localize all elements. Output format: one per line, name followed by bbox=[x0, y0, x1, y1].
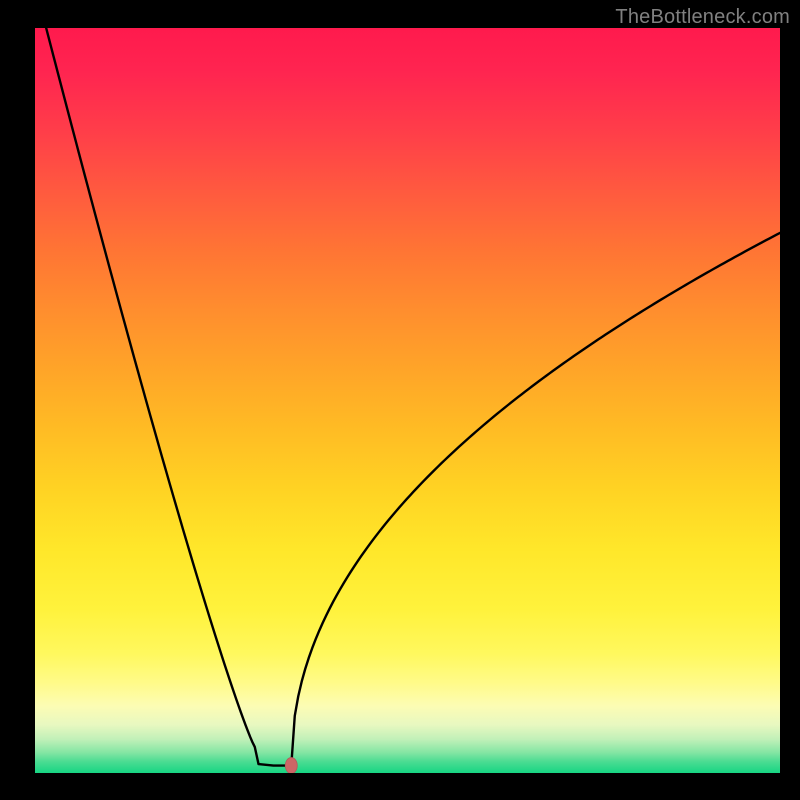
bottleneck-chart bbox=[0, 0, 800, 800]
watermark-text: TheBottleneck.com bbox=[615, 6, 790, 29]
chart-container bbox=[0, 0, 800, 800]
min-point-marker bbox=[285, 758, 297, 774]
